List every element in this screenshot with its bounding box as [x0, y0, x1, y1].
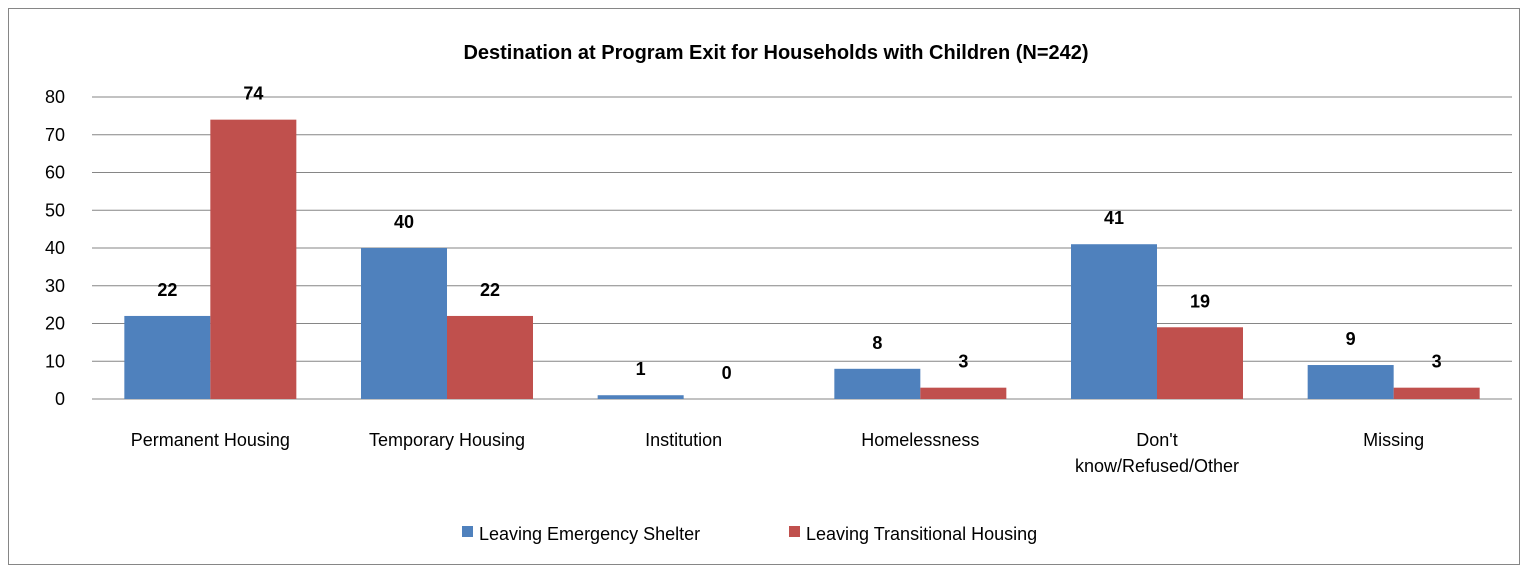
y-tick-label: 30 — [45, 276, 65, 296]
data-label: 22 — [480, 280, 500, 300]
bar-transitional-housing — [1157, 327, 1243, 399]
data-label: 41 — [1104, 208, 1124, 228]
bar-chart: Destination at Program Exit for Househol… — [45, 42, 1512, 544]
legend-swatch — [789, 526, 800, 537]
x-axis-categories: Permanent Housing Temporary Housing Instit… — [131, 430, 1424, 476]
x-category-label: know/Refused/Other — [1075, 456, 1239, 476]
legend-swatch — [462, 526, 473, 537]
x-category-label: Missing — [1363, 430, 1424, 450]
x-category-label: Permanent Housing — [131, 430, 290, 450]
chart-frame: Destination at Program Exit for Househol… — [8, 8, 1520, 565]
bar-emergency-shelter — [1071, 244, 1157, 399]
bar-emergency-shelter — [361, 248, 447, 399]
bar-transitional-housing — [920, 387, 1007, 399]
y-tick-label: 0 — [55, 389, 65, 409]
x-category-label: Temporary Housing — [369, 430, 525, 450]
y-tick-label: 40 — [45, 238, 65, 258]
legend: Leaving Emergency Shelter Leaving Transit… — [462, 524, 1037, 544]
gridlines — [92, 96, 1512, 400]
y-axis-ticks: 0 10 20 30 40 50 60 70 80 — [45, 87, 65, 409]
data-label: 9 — [1346, 329, 1356, 349]
x-category-label: Institution — [645, 430, 722, 450]
bar-emergency-shelter — [597, 395, 684, 399]
data-label: 0 — [722, 363, 732, 383]
bar-transitional-housing — [210, 119, 297, 400]
y-tick-label: 70 — [45, 125, 65, 145]
data-label: 8 — [872, 333, 882, 353]
bar-transitional-housing — [1393, 387, 1480, 399]
bar-emergency-shelter — [124, 315, 211, 399]
data-label: 1 — [636, 359, 646, 379]
y-tick-label: 60 — [45, 163, 65, 183]
x-category-label: Don't — [1136, 430, 1177, 450]
bar-emergency-shelter — [834, 368, 921, 399]
y-tick-label: 10 — [45, 351, 65, 371]
bar-transitional-housing — [447, 315, 533, 399]
legend-label: Leaving Emergency Shelter — [479, 524, 700, 544]
bar-emergency-shelter — [1307, 365, 1394, 399]
data-label: 3 — [958, 352, 968, 372]
data-labels: 22 74 40 22 1 0 8 3 41 19 9 3 — [157, 84, 1441, 383]
x-category-label: Homelessness — [861, 430, 979, 450]
bars — [124, 119, 1480, 400]
data-label: 22 — [157, 280, 177, 300]
chart-title: Destination at Program Exit for Househol… — [463, 42, 1088, 64]
y-tick-label: 20 — [45, 314, 65, 334]
y-tick-label: 50 — [45, 200, 65, 220]
y-tick-label: 80 — [45, 87, 65, 107]
legend-label: Leaving Transitional Housing — [806, 524, 1037, 544]
data-label: 74 — [243, 84, 263, 104]
data-label: 40 — [394, 212, 414, 232]
data-label: 19 — [1190, 291, 1210, 311]
data-label: 3 — [1432, 352, 1442, 372]
